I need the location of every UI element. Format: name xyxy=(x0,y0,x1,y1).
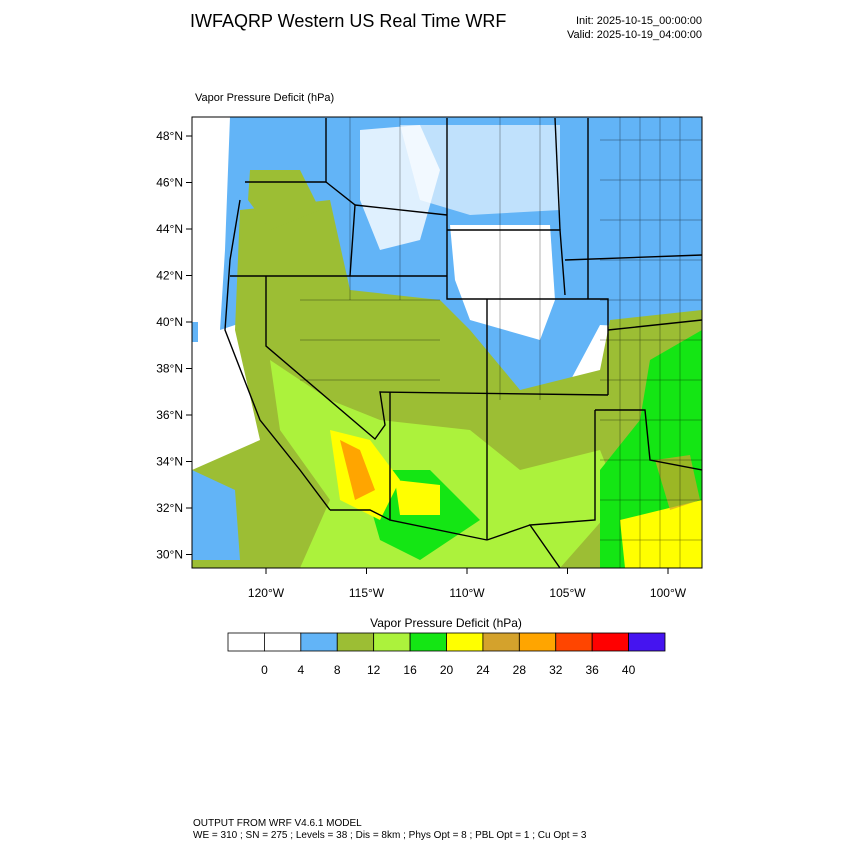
colorbar-tick-label: 0 xyxy=(261,663,268,677)
valid-time: Valid: 2025-10-19_04:00:00 xyxy=(567,29,702,41)
colorbar-tick-label: 24 xyxy=(476,663,490,677)
title: IWFAQRP Western US Real Time WRF xyxy=(190,11,506,31)
state-borders xyxy=(224,117,702,568)
lat-label: 48°N xyxy=(156,129,183,143)
footer-line: WE = 310 ; SN = 275 ; Levels = 38 ; Dis … xyxy=(193,830,587,841)
colorbar-box xyxy=(446,632,484,652)
map-frame xyxy=(191,116,703,569)
colorbar-tick-label: 28 xyxy=(513,663,527,677)
colorbar-box xyxy=(555,632,593,652)
lon-label: 115°W xyxy=(349,586,385,600)
colorbar-tick-label: 36 xyxy=(585,663,599,677)
colorbar-box xyxy=(482,632,520,652)
field-yellow xyxy=(620,500,702,568)
colorbar-tick-label: 12 xyxy=(367,663,381,677)
colorbar-box xyxy=(373,632,411,652)
colorbar-box xyxy=(336,632,375,652)
lon-label: 110°W xyxy=(449,586,485,600)
field-white xyxy=(450,225,555,340)
map: 48°N 46°N 44°N 42°N 40°N 38°N 36°N 34°N 32°N 30°N… xyxy=(156,116,703,600)
field-blue xyxy=(192,470,240,560)
lon-label: 120°W xyxy=(248,586,285,600)
colorbar: 0 4 8 12 16 20 24 28 32 36 40 xyxy=(227,632,666,677)
colorbar-tick-label: 4 xyxy=(297,663,304,677)
lon-labels: 120°W 115°W 110°W 105°W 100°W xyxy=(248,568,687,600)
field-blue xyxy=(192,322,198,342)
lat-label: 42°N xyxy=(156,269,183,283)
colorbar-tick-label: 16 xyxy=(403,663,417,677)
colorbar-box xyxy=(409,632,447,652)
lat-label: 38°N xyxy=(156,362,183,376)
lat-labels: 48°N 46°N 44°N 42°N 40°N 38°N 36°N 34°N 32°N 30°N xyxy=(156,129,192,562)
lat-label: 44°N xyxy=(156,222,183,236)
field-olive xyxy=(248,170,320,230)
colorbar-tick-label: 8 xyxy=(334,663,341,677)
colorbar-tick-label: 32 xyxy=(549,663,563,677)
field-label: Vapor Pressure Deficit (hPa) xyxy=(195,92,334,104)
init-time: Init: 2025-10-15_00:00:00 xyxy=(576,15,702,27)
lon-label: 100°W xyxy=(650,586,687,600)
field-lightgreen xyxy=(270,360,620,568)
field-white xyxy=(400,125,560,215)
colorbar-label: Vapor Pressure Deficit (hPa) xyxy=(370,616,522,630)
colorbar-box xyxy=(227,632,265,652)
lat-label: 36°N xyxy=(156,408,183,422)
lat-label: 34°N xyxy=(156,455,183,469)
colorbar-box xyxy=(300,632,338,652)
lat-label: 46°N xyxy=(156,176,183,190)
lat-label: 30°N xyxy=(156,548,183,562)
field-orange xyxy=(340,440,375,500)
colorbar-box xyxy=(518,632,557,652)
colorbar-tick-label: 40 xyxy=(622,663,636,677)
field-yellow xyxy=(395,480,440,515)
colorbar-box xyxy=(264,632,302,652)
lat-label: 32°N xyxy=(156,501,183,515)
colorbar-box xyxy=(628,632,666,652)
footer-line: OUTPUT FROM WRF V4.6.1 MODEL xyxy=(193,818,362,829)
colorbar-box xyxy=(591,632,629,652)
field-gold xyxy=(655,455,700,510)
colorbar-tick-label: 20 xyxy=(440,663,454,677)
lat-label: 40°N xyxy=(156,315,183,329)
lon-label: 105°W xyxy=(549,586,586,600)
